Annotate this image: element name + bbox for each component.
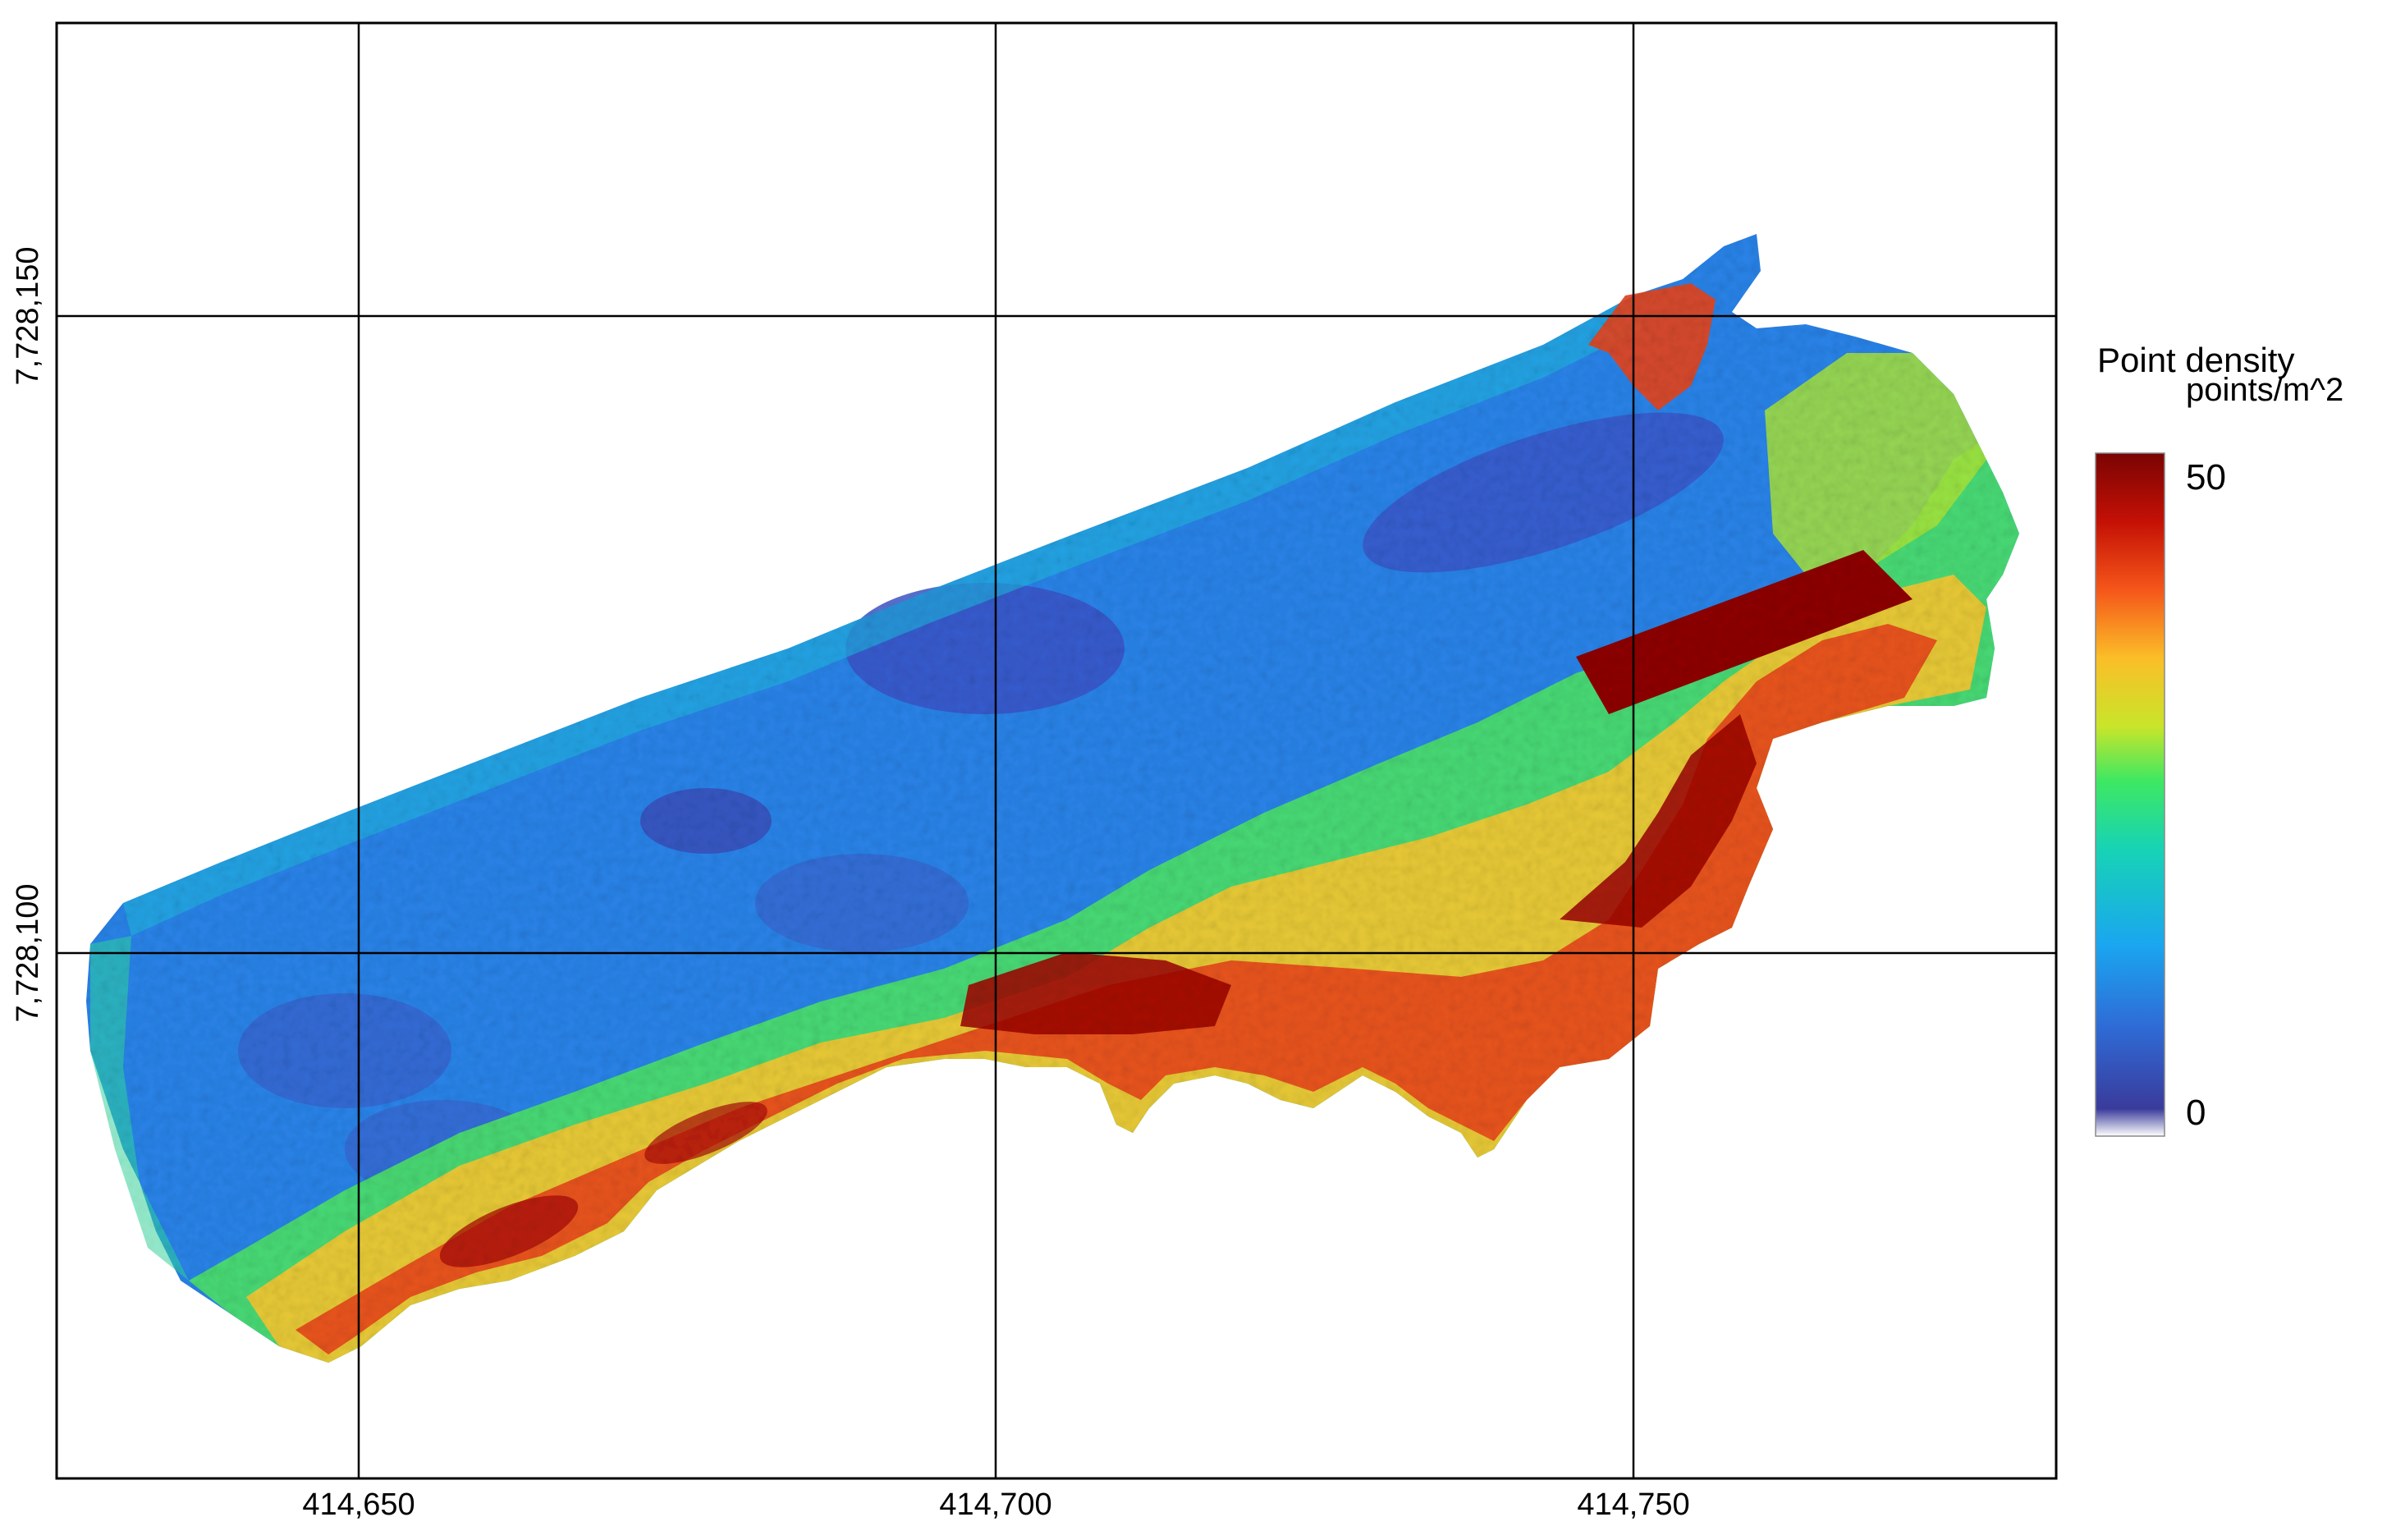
x-axis-tick-labels: 414,650 414,700 414,750 (302, 1487, 1689, 1522)
legend-max-label: 50 (2186, 457, 2226, 497)
raster-low-density-patch (845, 583, 1125, 714)
raster-low-density-patch (640, 788, 772, 854)
raster-peak-density-core (644, 1102, 767, 1164)
legend-color-bar (2095, 452, 2165, 1137)
x-tick-label: 414,650 (302, 1487, 415, 1522)
y-tick-label: 7,728,100 (11, 883, 45, 1022)
map-frame-border (55, 21, 2058, 1480)
raster-medium-density-band (1765, 353, 1986, 575)
raster-peak-density-core (1560, 714, 1757, 928)
raster-pier-structure (1576, 550, 1913, 714)
x-tick-label: 414,750 (1577, 1487, 1689, 1522)
map-graticule (57, 23, 2056, 1478)
y-tick-label: 7,728,150 (11, 246, 45, 385)
y-axis-tick-labels: 7,728,150 7,728,100 (11, 246, 45, 1022)
legend-unit: points/m^2 (2186, 372, 2343, 408)
legend-title: Point density (2097, 341, 2294, 379)
raster-low-density-patch (755, 854, 969, 952)
raster-peak-density-core (439, 1195, 579, 1267)
raster-peak-density-core (960, 952, 1231, 1034)
density-raster (86, 234, 2019, 1363)
raster-edge-band (123, 296, 1642, 936)
x-tick-label: 414,700 (939, 1487, 1051, 1522)
legend: Point density points/m^2 50 0 (2095, 341, 2343, 1137)
raster-edge-band (90, 936, 189, 1281)
legend-min-label: 0 (2186, 1093, 2206, 1133)
raster-low-density-patch (238, 993, 451, 1108)
